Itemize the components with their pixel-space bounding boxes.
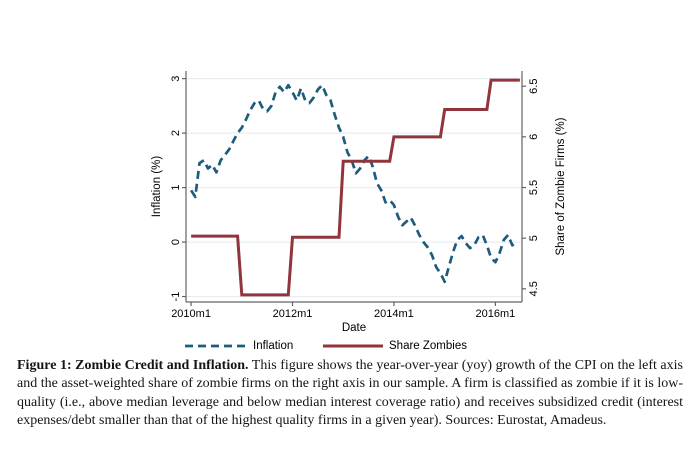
- share-zombies-line: [191, 78, 520, 297]
- x-tick-label: 2012m1: [273, 308, 313, 320]
- y-left-tick-label: 3: [170, 76, 182, 82]
- figure-panel: -1 0 1 2 3 4.5 5 5.5 6 6.5 2010m1 2012m1 2014m1 2016m…: [151, 71, 567, 352]
- x-tick-label: 2010m1: [171, 308, 211, 320]
- y-right-tick-label: 6.5: [528, 79, 540, 94]
- x-tick-label: 2016m1: [475, 308, 515, 320]
- y-left-axis-title: Inflation (%): [151, 156, 163, 218]
- y-left-tick-label: 0: [170, 239, 182, 245]
- legend-share-zombies-label: Share Zombies: [389, 340, 467, 352]
- caption-heading: Figure 1: Zombie Credit and Inflation.: [17, 358, 249, 373]
- y-right-tick-label: 5: [528, 235, 540, 241]
- x-axis-title: Date: [342, 322, 366, 334]
- y-right-tick-label: 4.5: [528, 281, 540, 296]
- y-left-tick-label: 1: [170, 185, 182, 191]
- y-right-axis-title: Share of Zombie Firms (%): [555, 117, 567, 255]
- y-left-tick-label: 2: [170, 130, 182, 136]
- figure-caption: Figure 1: Zombie Credit and Inflation. T…: [17, 357, 683, 431]
- inflation-line: [189, 83, 518, 284]
- y-right-tick-label: 5.5: [528, 180, 540, 195]
- y-right-tick-label: 6: [528, 134, 540, 140]
- x-tick-label: 2014m1: [374, 308, 414, 320]
- zombie-chart-svg: -1 0 1 2 3 4.5 5 5.5 6 6.5 2010m1 2012m1 2014m1 2016m…: [151, 71, 567, 352]
- caption-body: This figure shows the year-over-year (yo…: [17, 358, 683, 429]
- legend-inflation-label: Inflation: [253, 340, 293, 352]
- y-left-tick-label: -1: [170, 292, 182, 302]
